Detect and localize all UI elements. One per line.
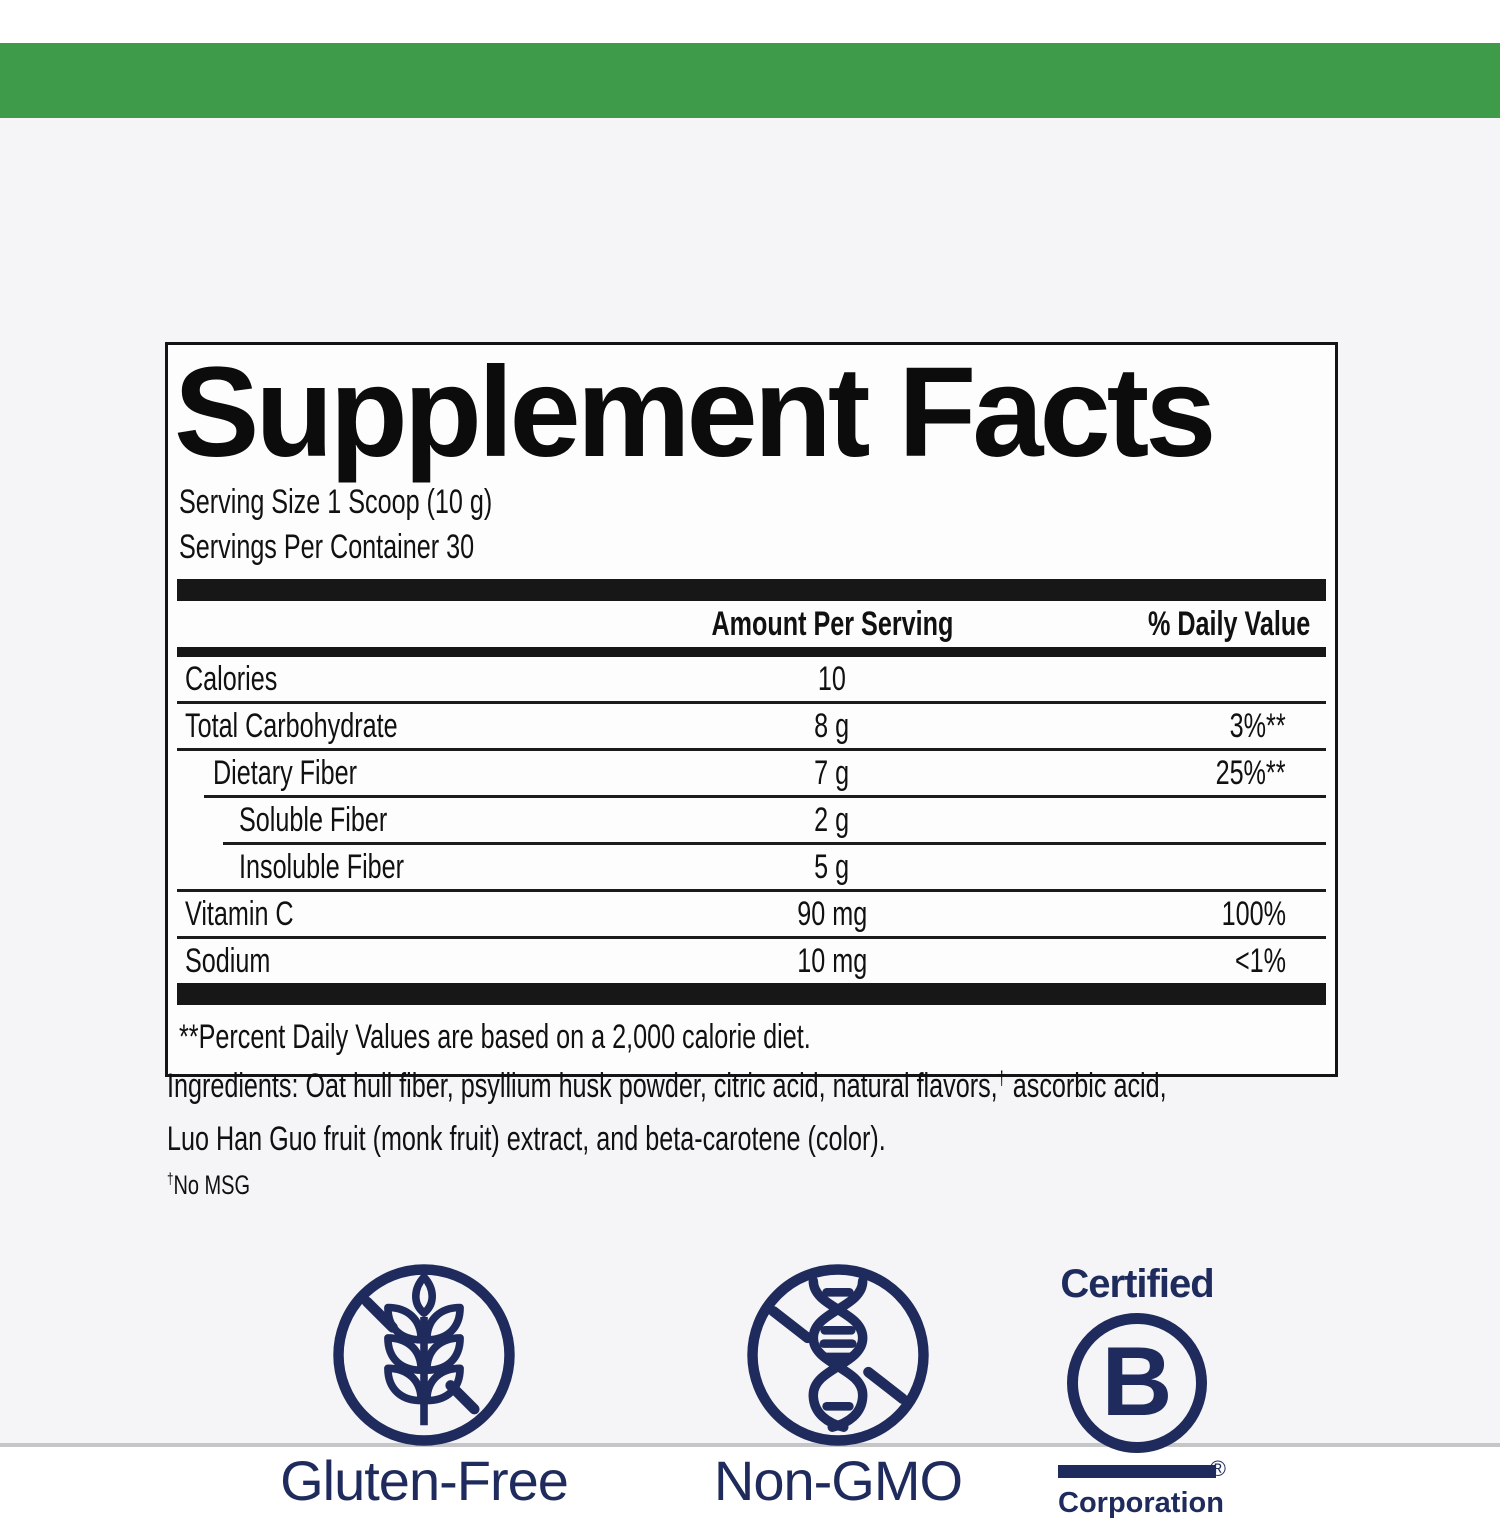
registered-trademark-icon: ® bbox=[1209, 1456, 1226, 1481]
divider-medium bbox=[177, 647, 1326, 658]
b-corp-logo: Certified B ® Corporation bbox=[1058, 1262, 1226, 1520]
b-corp-certified-text: Certified bbox=[1060, 1262, 1214, 1306]
b-corp-corporation-text: Corporation bbox=[1058, 1487, 1224, 1519]
gluten-free-label: Gluten-Free bbox=[280, 1449, 569, 1512]
ingredients-text: Ingredients: Oat hull fiber, psyllium hu… bbox=[167, 1060, 1387, 1165]
serving-size-text: Serving Size 1 Scoop (10 g) bbox=[179, 482, 493, 521]
table-header-row: Amount Per Serving % Daily Value bbox=[177, 601, 1326, 647]
row-divider bbox=[177, 701, 1326, 705]
nutrient-row-dietary-fiber: Dietary Fiber 7 g 25%** bbox=[213, 753, 1286, 792]
ingredients-line-1: Ingredients: Oat hull fiber, psyllium hu… bbox=[167, 1067, 1167, 1105]
servings-per-container-text: Servings Per Container 30 bbox=[179, 527, 475, 566]
ingredients-line-2: Luo Han Guo fruit (monk fruit) extract, … bbox=[167, 1119, 886, 1158]
b-corp-letter: B bbox=[1101, 1326, 1173, 1436]
row-divider bbox=[177, 748, 1326, 752]
green-banner bbox=[0, 43, 1500, 118]
dagger-mark: † bbox=[997, 1067, 1006, 1090]
label-panel: Supplement Facts Serving Size 1 Scoop (1… bbox=[0, 118, 1500, 1519]
nutrient-row-sodium: Sodium 10 mg <1% bbox=[185, 941, 1286, 980]
b-corp-bar bbox=[1058, 1465, 1216, 1478]
daily-value-column-header: % Daily Value bbox=[1147, 604, 1310, 643]
wheat-crossed-icon bbox=[333, 1264, 515, 1446]
dna-crossed-icon bbox=[747, 1264, 929, 1446]
no-msg-note: †No MSG bbox=[167, 1170, 251, 1200]
divider-thick bbox=[177, 579, 1326, 602]
nutrient-row-soluble-fiber: Soluble Fiber 2 g bbox=[239, 800, 850, 839]
supplement-facts-panel: Supplement Facts Serving Size 1 Scoop (1… bbox=[165, 341, 1338, 1078]
row-divider bbox=[177, 936, 1326, 940]
supplement-facts-title: Supplement Facts bbox=[174, 341, 1216, 484]
nutrient-row-vitamin-c: Vitamin C 90 mg 100% bbox=[185, 894, 1286, 933]
divider-thick bbox=[177, 983, 1326, 1006]
dagger-mark: † bbox=[167, 1171, 174, 1188]
b-corp-circle-icon: B bbox=[1067, 1313, 1207, 1453]
nutrient-row-total-carbohydrate: Total Carbohydrate 8 g 3%** bbox=[185, 706, 1286, 745]
row-divider bbox=[177, 889, 1326, 893]
daily-value-footnote: **Percent Daily Values are based on a 2,… bbox=[179, 1018, 811, 1057]
row-divider bbox=[223, 842, 1326, 846]
row-divider bbox=[204, 795, 1326, 799]
non-gmo-label: Non-GMO bbox=[713, 1449, 963, 1512]
nutrient-row-calories: Calories 10 bbox=[185, 659, 846, 698]
amount-column-header: Amount Per Serving bbox=[711, 604, 953, 643]
nutrient-row-insoluble-fiber: Insoluble Fiber 5 g bbox=[239, 847, 850, 886]
